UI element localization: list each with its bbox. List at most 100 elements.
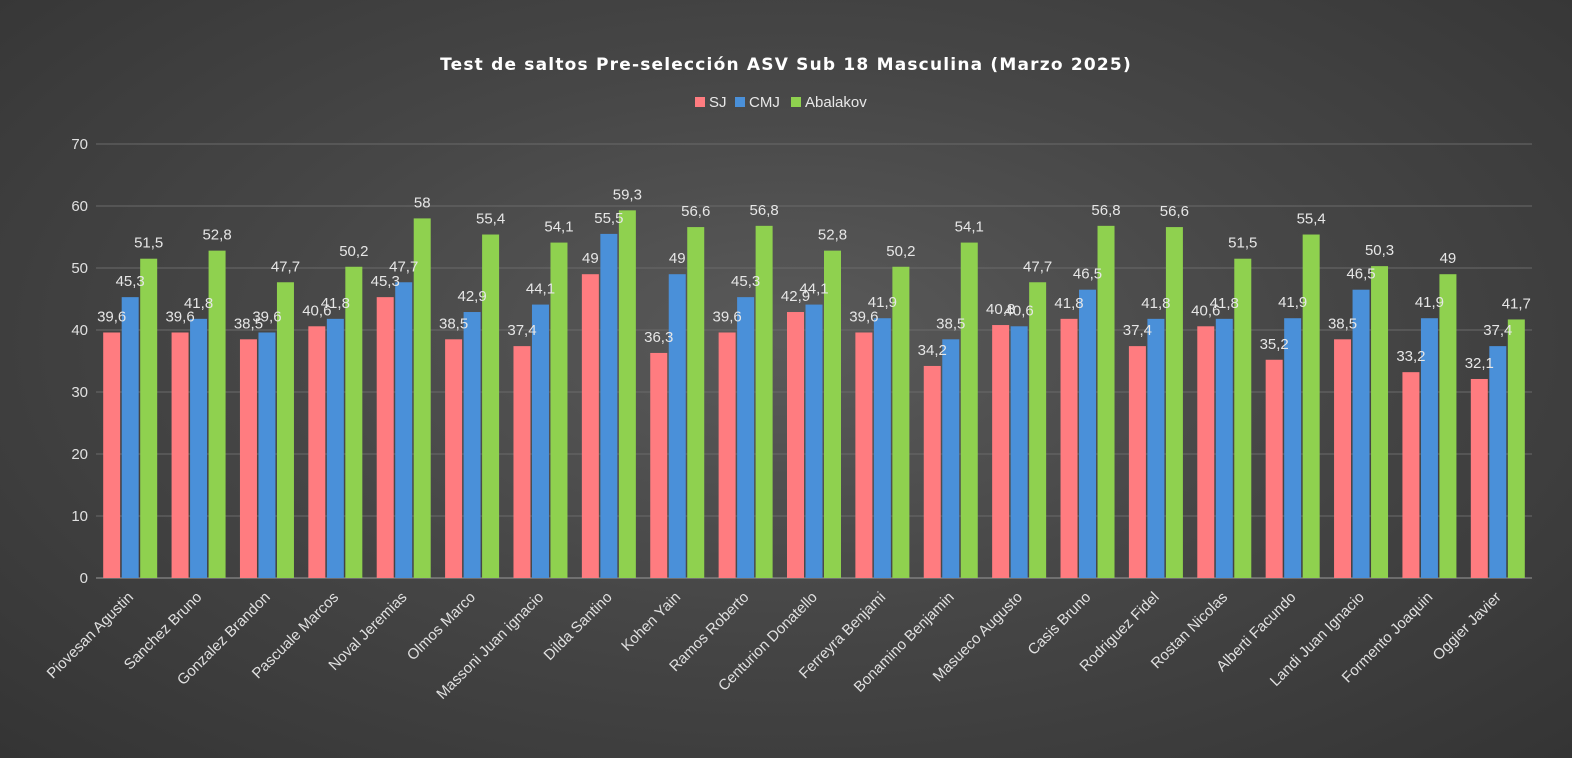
data-label: 37,4 bbox=[1123, 322, 1152, 339]
data-label: 39,6 bbox=[849, 308, 878, 325]
bar-cmj-15 bbox=[1147, 318, 1165, 578]
data-label: 38,5 bbox=[234, 315, 263, 332]
bar-sj-3 bbox=[308, 326, 326, 578]
bar-cmj-14 bbox=[1079, 289, 1097, 578]
bar-cmj-3 bbox=[326, 318, 344, 578]
bar-abalakov-20 bbox=[1507, 319, 1525, 578]
bar-sj-14 bbox=[1060, 318, 1078, 578]
bar-cmj-9 bbox=[737, 297, 755, 578]
x-tick-label: Dilda Santino bbox=[541, 589, 616, 664]
data-label: 56,8 bbox=[1091, 202, 1120, 219]
data-label: 56,6 bbox=[681, 203, 710, 220]
data-labels: 39,6 45,3 51,5 39,6 41,8 52,8 38,5 39,6 47,7 40,6… bbox=[97, 186, 1531, 372]
y-tick-label: 40 bbox=[71, 322, 88, 339]
data-label: 42,9 bbox=[781, 288, 810, 305]
data-label: 52,8 bbox=[202, 227, 231, 244]
bar-cmj-16 bbox=[1215, 318, 1233, 578]
bar-sj-7 bbox=[581, 274, 599, 578]
chart-title: Test de saltos Pre-selección ASV Sub 18 … bbox=[440, 55, 1132, 75]
data-label: 47,7 bbox=[389, 258, 418, 275]
data-label: 41,9 bbox=[1278, 294, 1307, 311]
bar-cmj-6 bbox=[531, 304, 549, 578]
data-label: 38,5 bbox=[1328, 315, 1357, 332]
data-label: 56,6 bbox=[1160, 203, 1189, 220]
legend-swatch-abalakov bbox=[791, 97, 801, 107]
bar-sj-5 bbox=[445, 339, 463, 578]
bar-abalakov-14 bbox=[1097, 225, 1115, 578]
data-label: 52,8 bbox=[818, 227, 847, 244]
bar-sj-19 bbox=[1402, 372, 1420, 578]
bar-cmj-11 bbox=[873, 318, 891, 578]
legend-swatch-cmj bbox=[735, 97, 745, 107]
data-label: 41,9 bbox=[868, 294, 897, 311]
data-label: 33,2 bbox=[1396, 348, 1425, 365]
data-label: 58 bbox=[414, 194, 431, 211]
bars bbox=[103, 210, 1525, 578]
data-label: 56,8 bbox=[750, 202, 779, 219]
bar-abalakov-15 bbox=[1165, 227, 1183, 578]
data-label: 42,9 bbox=[457, 288, 486, 305]
bar-cmj-2 bbox=[258, 332, 276, 578]
data-label: 41,8 bbox=[1141, 295, 1170, 312]
data-label: 45,3 bbox=[116, 273, 145, 290]
y-tick-label: 50 bbox=[71, 260, 88, 277]
data-label: 37,4 bbox=[1483, 322, 1512, 339]
bar-abalakov-13 bbox=[1029, 282, 1047, 578]
data-label: 47,7 bbox=[1023, 258, 1052, 275]
x-tick-label: Piovesan Agustin bbox=[44, 589, 137, 682]
data-label: 55,4 bbox=[476, 211, 505, 228]
legend-label: CMJ bbox=[749, 94, 780, 111]
x-tick-label: Casis Bruno bbox=[1025, 589, 1095, 659]
data-label: 38,5 bbox=[439, 315, 468, 332]
data-label: 50,2 bbox=[339, 243, 368, 260]
y-tick-label: 20 bbox=[71, 446, 88, 463]
data-label: 46,5 bbox=[1073, 266, 1102, 283]
bar-cmj-5 bbox=[463, 312, 481, 578]
bar-abalakov-1 bbox=[208, 250, 226, 578]
bar-cmj-4 bbox=[395, 282, 413, 578]
bar-cmj-18 bbox=[1352, 289, 1370, 578]
x-tick-label: Oggier Javier bbox=[1430, 589, 1505, 664]
bar-sj-0 bbox=[103, 332, 121, 578]
legend-swatch-sj bbox=[695, 97, 705, 107]
y-tick-label: 0 bbox=[80, 570, 88, 587]
bar-sj-12 bbox=[923, 365, 941, 578]
data-label: 40,6 bbox=[1005, 302, 1034, 319]
data-label: 35,2 bbox=[1260, 336, 1289, 353]
data-label: 40,6 bbox=[1191, 302, 1220, 319]
x-tick-label: Kohen Yain bbox=[618, 589, 684, 655]
bar-abalakov-18 bbox=[1371, 266, 1389, 578]
data-label: 51,5 bbox=[1228, 235, 1257, 252]
bar-cmj-1 bbox=[190, 318, 208, 578]
bar-sj-13 bbox=[992, 325, 1010, 578]
bar-abalakov-19 bbox=[1439, 274, 1457, 578]
legend-label: SJ bbox=[709, 94, 727, 111]
bar-cmj-19 bbox=[1420, 318, 1438, 578]
bar-sj-16 bbox=[1197, 326, 1215, 578]
bar-abalakov-9 bbox=[755, 225, 773, 578]
x-tick-label: Olmos Marco bbox=[404, 589, 479, 664]
data-label: 38,5 bbox=[936, 315, 965, 332]
y-axis: 0 10 20 30 40 50 60 70 bbox=[71, 136, 88, 587]
data-label: 49 bbox=[1440, 250, 1457, 267]
data-label: 54,1 bbox=[544, 219, 573, 236]
data-label: 39,6 bbox=[97, 308, 126, 325]
bar-cmj-12 bbox=[942, 339, 960, 578]
bar-abalakov-3 bbox=[345, 266, 363, 578]
bar-abalakov-5 bbox=[482, 234, 500, 578]
bar-sj-20 bbox=[1470, 378, 1488, 578]
bar-cmj-13 bbox=[1010, 326, 1028, 578]
bar-cmj-0 bbox=[121, 297, 139, 578]
data-label: 49 bbox=[669, 250, 686, 267]
data-label: 45,3 bbox=[731, 273, 760, 290]
legend-label: Abalakov bbox=[805, 94, 867, 111]
data-label: 46,5 bbox=[1346, 266, 1375, 283]
data-label: 40,6 bbox=[302, 302, 331, 319]
data-label: 34,2 bbox=[918, 342, 947, 359]
data-label: 41,8 bbox=[321, 295, 350, 312]
data-label: 51,5 bbox=[134, 235, 163, 252]
data-label: 39,6 bbox=[165, 308, 194, 325]
bar-abalakov-2 bbox=[276, 282, 294, 578]
